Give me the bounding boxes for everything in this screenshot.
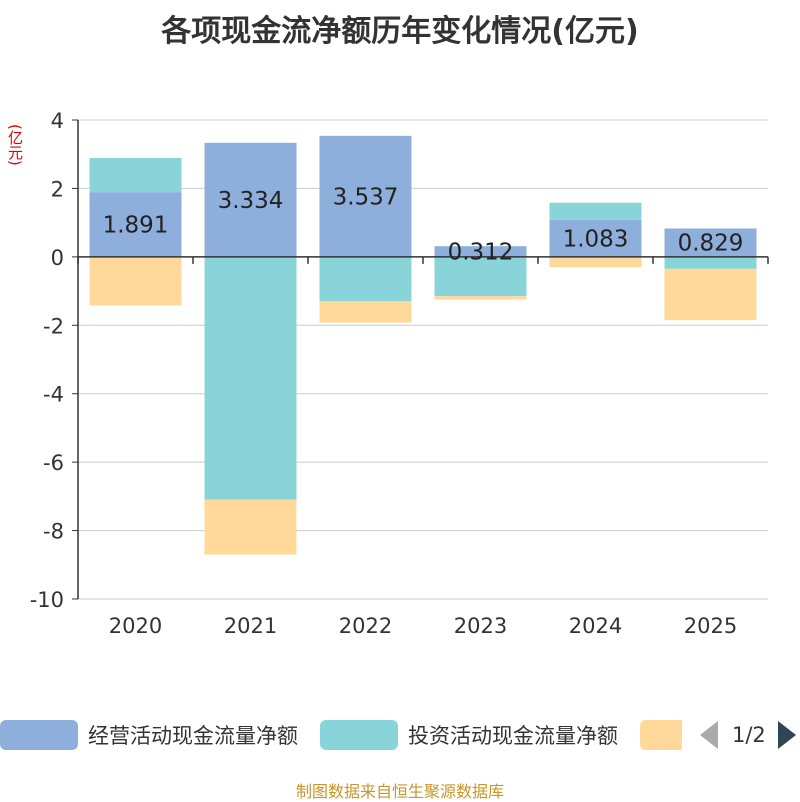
data-label-operating: 0.312	[448, 240, 514, 266]
bar-financing-2024	[549, 256, 642, 268]
x-tick-label: 2024	[569, 614, 622, 638]
bar-investing-2025	[664, 256, 757, 269]
data-label-operating: 0.829	[678, 231, 744, 257]
bar-operating-2020	[89, 192, 182, 257]
bar-investing-2022	[319, 256, 412, 302]
bar-operating-2023	[434, 246, 527, 257]
data-source-note: 制图数据来自恒生聚源数据库	[295, 782, 504, 801]
y-tick-label: -2	[43, 314, 64, 338]
y-tick-label: 4	[51, 109, 64, 133]
legend-swatch-investing	[320, 720, 398, 750]
bar-operating-2022	[319, 135, 412, 257]
legend-page-indicator: 1/2	[732, 723, 766, 747]
legend-label-investing: 投资活动现金流量净额	[408, 724, 618, 748]
y-tick-label: -10	[30, 588, 64, 612]
data-label-operating: 1.083	[563, 226, 629, 252]
legend-label-operating: 经营活动现金流量净额	[88, 724, 298, 748]
y-tick-label: 0	[51, 246, 64, 270]
y-tick-label: -8	[43, 520, 64, 544]
legend-swatch-financing	[640, 720, 682, 750]
stacked-bar-chart: 4 2 0 -2 -4 -6 -8 -10 2020 2021 2022 2023 2024 2025 1.…	[30, 109, 769, 638]
legend-prev-page-icon[interactable]	[700, 721, 718, 749]
y-axis-unit: (亿元)	[6, 124, 24, 166]
bar-investing-2024	[549, 202, 642, 220]
bar-operating-2021	[204, 142, 297, 257]
y-tick-label: 2	[51, 177, 64, 201]
y-tick-label: -4	[43, 383, 64, 407]
bar-financing-2025	[664, 268, 757, 321]
bar-operating-2024	[549, 219, 642, 257]
bar-financing-2022	[319, 301, 412, 323]
legend: 经营活动现金流量净额 投资活动现金流量净额	[0, 715, 800, 755]
data-label-operating: 1.891	[103, 213, 169, 239]
legend-item-operating[interactable]: 经营活动现金流量净额	[0, 715, 298, 755]
legend-swatch-operating	[0, 720, 78, 750]
bar-operating-2025	[664, 228, 757, 257]
x-tick-label: 2023	[454, 614, 507, 638]
y-tick-label: -6	[43, 451, 64, 475]
bar-investing-2023	[434, 256, 527, 297]
x-tick-label: 2020	[109, 614, 162, 638]
bar-investing-2020	[89, 157, 182, 193]
chart-title: 各项现金流净额历年变化情况(亿元)	[161, 14, 639, 49]
x-tick-label: 2022	[339, 614, 392, 638]
legend-item-financing[interactable]	[640, 715, 682, 755]
legend-pager: 1/2	[700, 715, 796, 755]
bar-investing-2021	[204, 256, 297, 500]
bar-financing-2021	[204, 499, 297, 555]
data-label-operating: 3.537	[333, 184, 399, 210]
legend-next-page-icon[interactable]	[777, 721, 796, 749]
data-label-operating: 3.334	[218, 188, 284, 214]
x-tick-label: 2021	[224, 614, 277, 638]
bar-financing-2020	[89, 256, 182, 306]
legend-item-investing[interactable]: 投资活动现金流量净额	[320, 715, 618, 755]
bar-financing-2023	[434, 296, 527, 300]
x-tick-label: 2025	[684, 614, 737, 638]
